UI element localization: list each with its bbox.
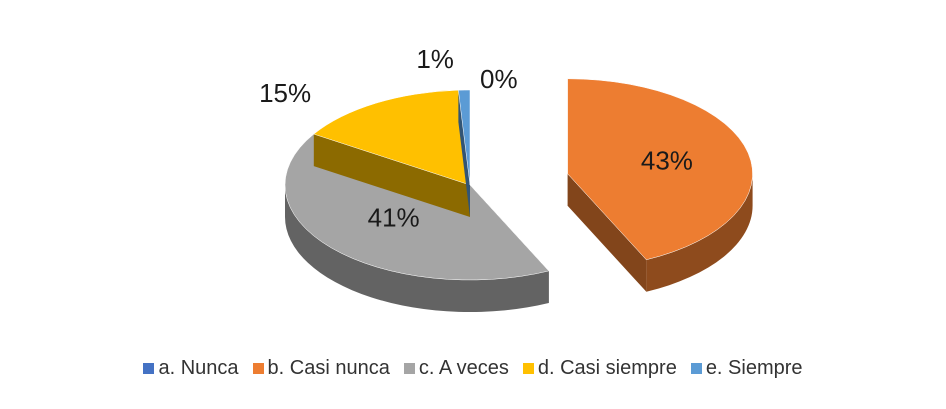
legend-item: a. Nunca [143, 357, 239, 380]
legend-item: b. Casi nunca [252, 357, 390, 380]
slice-wall [646, 173, 753, 292]
legend: a. Nunca b. Casi nunca c. A veces d. Casi s… [0, 357, 946, 380]
pie-area: 0% 43% 41% 15% 1% [259, 44, 753, 312]
slice-top [458, 89, 471, 186]
legend-swatch [690, 363, 702, 374]
data-label: 1% [416, 44, 454, 74]
legend-swatch [522, 363, 534, 374]
slice-side [458, 90, 470, 217]
legend-item: c. A veces [403, 357, 509, 380]
legend-label: e. Siempre [705, 357, 803, 379]
slice [458, 89, 471, 217]
legend-swatch [252, 363, 264, 374]
slice-top [313, 89, 471, 186]
legend-item: e. Siempre [690, 357, 803, 380]
legend-label: a. Nunca [158, 357, 239, 379]
legend-swatch [403, 363, 415, 374]
legend-item: d. Casi siempre [522, 357, 677, 380]
data-label: 41% [368, 202, 420, 232]
data-label: 15% [259, 78, 311, 108]
legend-label: b. Casi nunca [267, 357, 390, 379]
slice-wall [285, 185, 549, 312]
slice-side [313, 134, 470, 217]
legend-label: d. Casi siempre [537, 357, 677, 379]
legend-label: c. A veces [418, 357, 509, 379]
legend-swatch [143, 363, 155, 374]
data-label: 0% [480, 64, 518, 94]
slice-side [567, 173, 647, 292]
slice [567, 78, 753, 292]
slice-top [567, 78, 753, 261]
data-label: 43% [641, 145, 693, 175]
